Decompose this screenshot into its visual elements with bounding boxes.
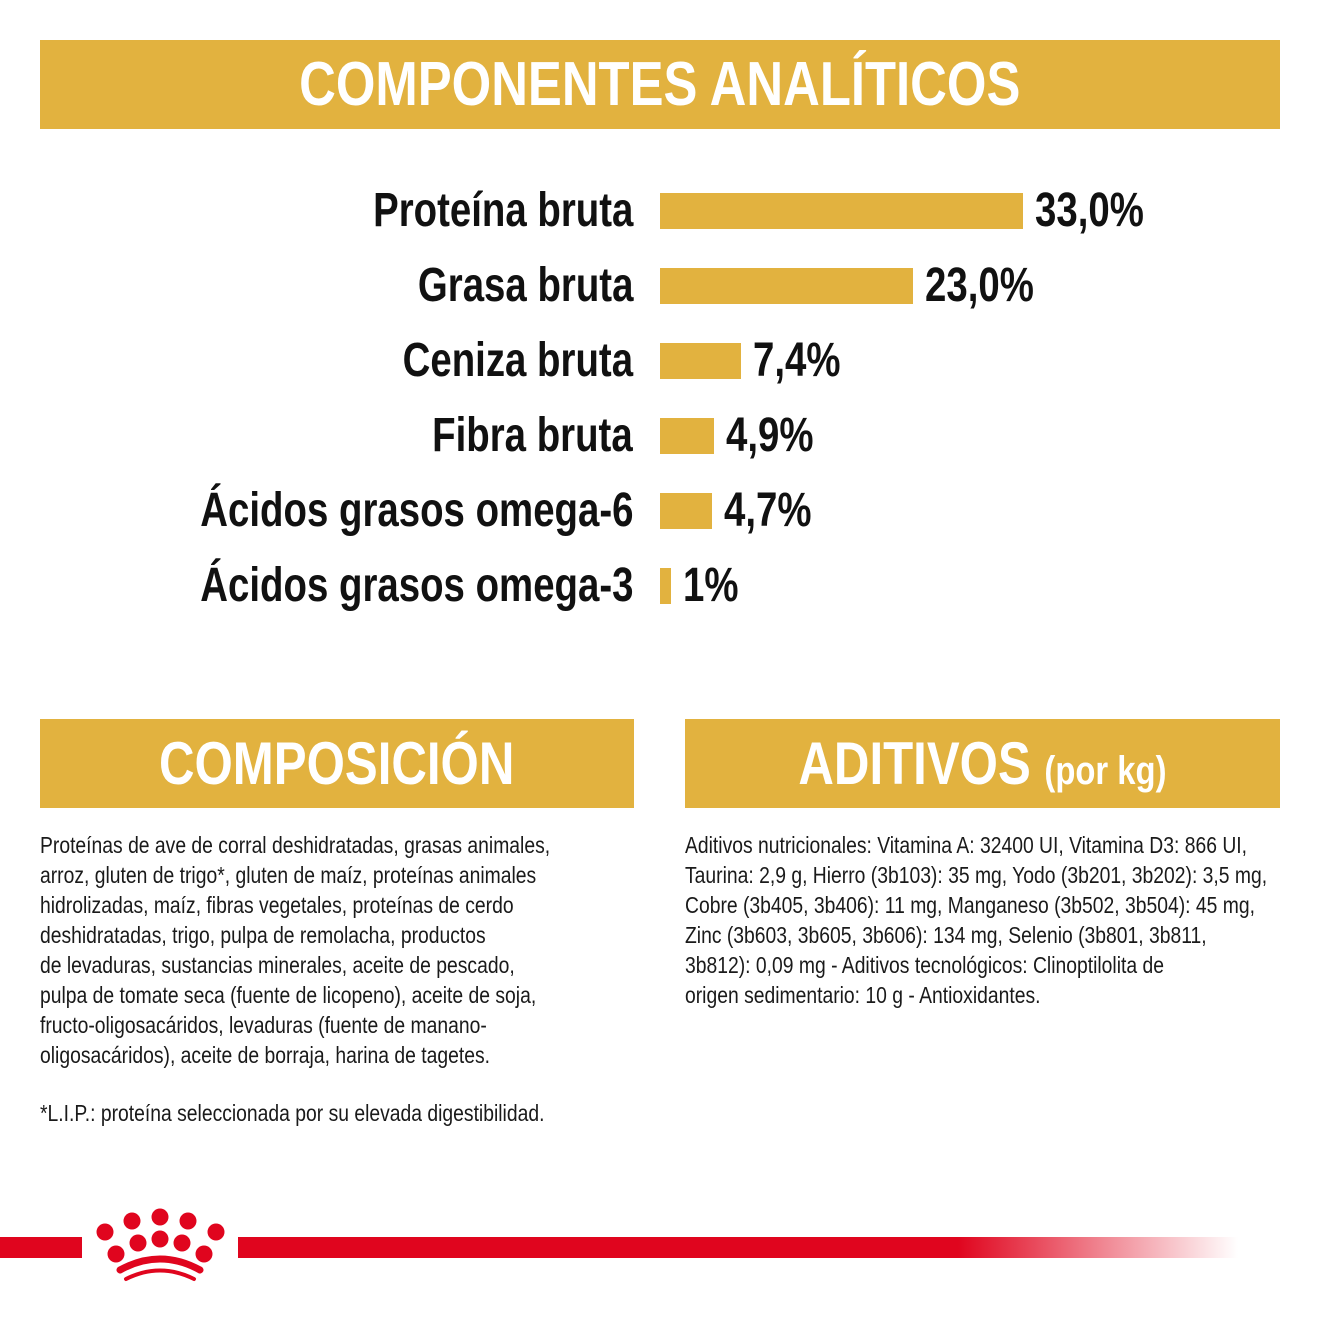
text-line: Aditivos nutricionales: Vitamina A: 3240… <box>685 832 1248 858</box>
text-line: Zinc (3b603, 3b605, 3b606): 134 mg, Sele… <box>685 922 1207 948</box>
bar <box>660 568 671 604</box>
bar <box>660 418 714 454</box>
chart-row: Ceniza bruta 7,4% <box>0 336 1320 386</box>
chart-row: Ácidos grasos omega-3 1% <box>0 561 1320 611</box>
text-line: pulpa de tomate seca (fuente de licopeno… <box>40 982 537 1008</box>
composition-header: COMPOSICIÓN <box>40 719 634 808</box>
additives-header: ADITIVOS (por kg) <box>685 719 1280 808</box>
text-line: de levaduras, sustancias minerales, acei… <box>40 952 515 978</box>
text-line: origen sedimentario: 10 g - Antioxidante… <box>685 982 1041 1008</box>
value-label: 7,4% <box>753 334 841 387</box>
chart-row: Grasa bruta 23,0% <box>0 261 1320 311</box>
value-label: 4,7% <box>723 484 812 537</box>
bar <box>660 193 1023 229</box>
value-label: 23,0% <box>925 259 1034 312</box>
composition-text: Proteínas de ave de corral deshidratadas… <box>40 830 647 1070</box>
text-line: fructo-oligosacáridos, levaduras (fuente… <box>40 1012 487 1038</box>
text-line: 3b812): 0,09 mg - Aditivos tecnológicos:… <box>685 952 1164 978</box>
additives-subtitle: (por kg) <box>1044 749 1167 793</box>
text-line: oligosacáridos), aceite de borraja, hari… <box>40 1042 491 1068</box>
text-line: deshidratadas, trigo, pulpa de remolacha… <box>40 922 486 948</box>
category-label: Ácidos grasos omega-6 <box>199 484 633 537</box>
analytics-header: COMPONENTES ANALÍTICOS <box>40 40 1280 129</box>
bar <box>660 268 913 304</box>
bar <box>660 343 742 379</box>
category-label: Proteína bruta <box>372 184 633 237</box>
text-line: Taurina: 2,9 g, Hierro (3b103): 35 mg, Y… <box>685 862 1268 888</box>
bar <box>660 493 712 529</box>
text-line: Proteínas de ave de corral deshidratadas… <box>40 832 551 858</box>
brand-line-right <box>238 1237 1238 1258</box>
category-label: Fibra bruta <box>432 409 633 462</box>
royal-canin-crown-icon <box>96 1208 225 1281</box>
analytics-title: COMPONENTES ANALÍTICOS <box>299 50 1021 119</box>
category-label: Ceniza bruta <box>402 334 633 387</box>
footnote: *L.I.P.: proteína seleccionada por su el… <box>40 1100 545 1126</box>
additives-title: ADITIVOS (por kg) <box>798 729 1166 798</box>
value-label: 1% <box>683 559 739 612</box>
category-label: Grasa bruta <box>417 259 633 312</box>
value-label: 33,0% <box>1035 184 1144 237</box>
value-label: 4,9% <box>725 409 814 462</box>
chart-row: Fibra bruta 4,9% <box>0 411 1320 461</box>
text-line: hidrolizadas, maíz, fibras vegetales, pr… <box>40 892 514 918</box>
composition-note: *L.I.P.: proteína seleccionada por su el… <box>40 1098 641 1128</box>
text-line: Cobre (3b405, 3b406): 11 mg, Manganeso (… <box>685 892 1255 918</box>
brand-line-left <box>0 1237 82 1258</box>
category-label: Ácidos grasos omega-3 <box>199 559 633 612</box>
chart-row: Proteína bruta 33,0% <box>0 186 1320 236</box>
chart-row: Ácidos grasos omega-6 4,7% <box>0 486 1320 536</box>
additives-title-main: ADITIVOS <box>798 730 1031 797</box>
additives-text: Aditivos nutricionales: Vitamina A: 3240… <box>685 830 1320 1010</box>
composition-title: COMPOSICIÓN <box>159 730 515 797</box>
text-line: arroz, gluten de trigo*, gluten de maíz,… <box>40 862 537 888</box>
